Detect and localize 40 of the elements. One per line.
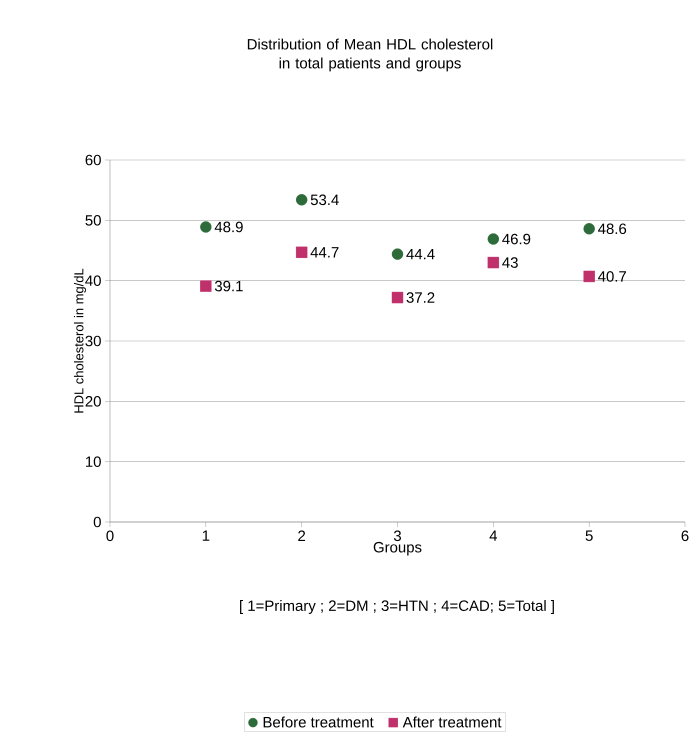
y-tick-label: 40 (84, 275, 101, 286)
point (392, 292, 403, 304)
legend-label: Before treatment (263, 716, 374, 728)
x-axis-title: Groups (374, 542, 422, 556)
point (296, 194, 308, 206)
y-tick-label: 60 (85, 154, 101, 166)
point (583, 270, 595, 282)
legend-label: After treatment (402, 716, 502, 728)
data-label: 40.7 (598, 271, 626, 282)
point (296, 246, 308, 258)
y-tick-label: 30 (85, 336, 101, 346)
x-tick-label: 3 (394, 530, 401, 542)
x-tick-label: 6 (681, 530, 688, 542)
point (583, 223, 595, 234)
point (392, 248, 403, 260)
y-tick-label: 20 (85, 396, 101, 407)
x-tick-label: 4 (489, 530, 497, 541)
x-tick-label: 0 (106, 530, 114, 542)
y-axis-title: HDL cholesterol in mg/dL (74, 268, 86, 413)
y-tick-label: 10 (86, 456, 101, 467)
y-tick-label: 50 (85, 215, 101, 226)
data-label: 53.4 (310, 194, 339, 206)
point (200, 221, 212, 233)
data-label: 48.9 (214, 222, 242, 232)
x-tick-label: 2 (298, 530, 305, 541)
data-label: 48.6 (598, 223, 626, 234)
data-label: 44.7 (310, 247, 338, 258)
data-label: 39.1 (214, 280, 242, 292)
text: [ 1=Primary ; 2=DM ; 3=HTN ; 4=CAD; 5=Total ] (240, 600, 554, 614)
data-label: 44.4 (406, 248, 434, 260)
y-tick-label: 0 (94, 516, 101, 528)
point (487, 233, 499, 245)
x-tick-label: 1 (202, 530, 210, 541)
chart-title: Distribution of Mean HDL cholesterol in total patients and groups (248, 38, 492, 72)
x-tick-label: 5 (585, 530, 592, 541)
data-label: 37.2 (406, 292, 434, 303)
point (200, 280, 212, 292)
point (487, 256, 499, 268)
data-label: 43 (502, 257, 518, 268)
data-label: 46.9 (502, 234, 530, 244)
